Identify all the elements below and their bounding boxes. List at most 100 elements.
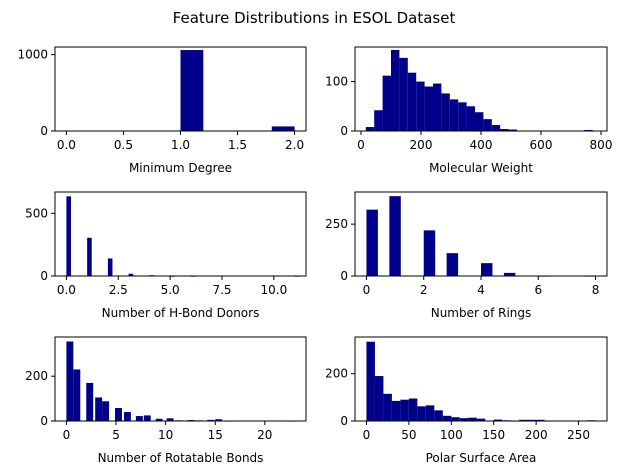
x-tick-label: 20 xyxy=(257,428,272,442)
axes-frame xyxy=(54,191,307,277)
histogram-bar xyxy=(458,102,467,131)
histogram-bar xyxy=(481,263,493,276)
histogram-bar xyxy=(86,382,94,421)
histogram-bar xyxy=(503,272,516,276)
x-tick-label: 0.0 xyxy=(57,283,76,297)
histogram-bar xyxy=(399,57,408,132)
histogram-bar xyxy=(491,125,501,131)
x-axis-label: Minimum Degree xyxy=(129,161,232,175)
histogram-bar xyxy=(123,412,131,421)
histogram-bar xyxy=(459,418,469,421)
histogram-bar xyxy=(483,119,492,131)
x-tick-label: 200 xyxy=(410,138,433,152)
y-tick-label: 1000 xyxy=(17,48,48,62)
histogram-bar xyxy=(383,393,392,421)
histogram-bar xyxy=(73,369,81,421)
histogram-bar xyxy=(128,273,134,276)
histogram-bar xyxy=(215,419,223,421)
x-tick-label: 2 xyxy=(420,283,428,297)
histogram-bar xyxy=(408,398,418,421)
x-axis-label: Number of Rings xyxy=(431,306,532,320)
histogram-bar xyxy=(366,209,378,276)
histogram-bar xyxy=(407,72,417,131)
histogram-bar xyxy=(423,230,436,276)
histogram-bar xyxy=(476,418,486,421)
histogram-bar xyxy=(493,419,503,421)
histogram-bar xyxy=(389,196,401,276)
histogram-bar xyxy=(425,405,435,421)
histogram-bar xyxy=(95,397,103,421)
x-tick-label: 0.0 xyxy=(57,138,76,152)
histogram-bar xyxy=(416,81,425,131)
histogram-bar xyxy=(500,129,509,131)
y-tick-label: 500 xyxy=(25,206,48,220)
histogram-bar xyxy=(424,86,433,131)
histogram-bar xyxy=(527,419,537,421)
y-tick-label: 0 xyxy=(340,269,348,283)
histogram-bar xyxy=(433,83,442,131)
y-tick-label: 200 xyxy=(25,369,48,383)
x-tick-label: 50 xyxy=(401,428,416,442)
histogram-bar xyxy=(434,410,443,421)
y-tick-label: 200 xyxy=(325,367,348,381)
histogram-bar xyxy=(468,417,477,421)
histogram-bar xyxy=(135,416,143,421)
y-tick-label: 0 xyxy=(40,414,48,428)
histogram-bar xyxy=(400,399,409,421)
histogram-bar xyxy=(441,93,450,131)
x-axis-label: Number of Rotatable Bonds xyxy=(98,451,264,465)
x-tick-label: 600 xyxy=(530,138,553,152)
histogram-bar xyxy=(102,401,110,421)
y-tick-label: 0 xyxy=(340,124,348,138)
figure-title: Feature Distributions in ESOL Dataset xyxy=(173,9,456,27)
histogram-bar xyxy=(536,419,545,421)
y-tick-label: 0 xyxy=(340,414,348,428)
x-tick-label: 5 xyxy=(112,428,120,442)
histogram-bar xyxy=(391,400,401,421)
histogram-bar xyxy=(519,419,528,421)
x-tick-label: 400 xyxy=(470,138,493,152)
histogram-bar xyxy=(382,75,391,131)
x-tick-label: 0 xyxy=(357,138,365,152)
x-tick-label: 5.0 xyxy=(161,283,180,297)
x-tick-label: 2.0 xyxy=(285,138,304,152)
histogram-bar xyxy=(271,126,295,131)
x-tick-label: 0 xyxy=(363,428,371,442)
histogram-bar xyxy=(180,50,204,131)
x-tick-label: 8 xyxy=(592,283,600,297)
y-tick-label: 100 xyxy=(325,75,348,89)
histogram-bar xyxy=(446,253,459,276)
subplot-3: 0.0 2.5 5.0 7.5 10.0 0 500 Number of H-Bond Don… xyxy=(25,191,307,320)
x-tick-label: 100 xyxy=(440,428,463,442)
histogram-bar xyxy=(207,419,215,421)
histogram-bar xyxy=(451,417,460,421)
histogram-bar xyxy=(442,415,452,421)
x-tick-label: 1.0 xyxy=(171,138,190,152)
histogram-bar xyxy=(508,129,517,131)
subplot-2: 0 200 400 600 800 0 100 Molecular Weight xyxy=(325,46,613,175)
histogram-bar xyxy=(391,49,400,131)
histogram-bar xyxy=(66,341,74,421)
histogram-bar xyxy=(475,112,484,131)
subplot-1: 0.0 0.5 1.0 1.5 2.0 0 1000 Minimum Degree xyxy=(17,46,307,175)
x-tick-label: 150 xyxy=(482,428,505,442)
x-axis-label: Molecular Weight xyxy=(429,161,533,175)
axes-frame xyxy=(54,336,307,422)
x-tick-label: 1.5 xyxy=(228,138,247,152)
histogram-bar xyxy=(166,418,174,421)
x-tick-label: 800 xyxy=(590,138,613,152)
histogram-bar xyxy=(365,127,375,131)
y-tick-label: 0 xyxy=(40,124,48,138)
histogram-bar xyxy=(374,376,384,421)
y-tick-label: 0 xyxy=(40,269,48,283)
subplot-4: 0 2 4 6 8 0 250 Number of Rings xyxy=(325,191,608,320)
histogram-bar xyxy=(449,99,459,131)
x-tick-label: 0 xyxy=(63,428,71,442)
histogram-bar xyxy=(155,418,163,421)
x-tick-label: 15 xyxy=(208,428,223,442)
x-tick-label: 2.5 xyxy=(109,283,128,297)
x-tick-label: 0.5 xyxy=(114,138,133,152)
